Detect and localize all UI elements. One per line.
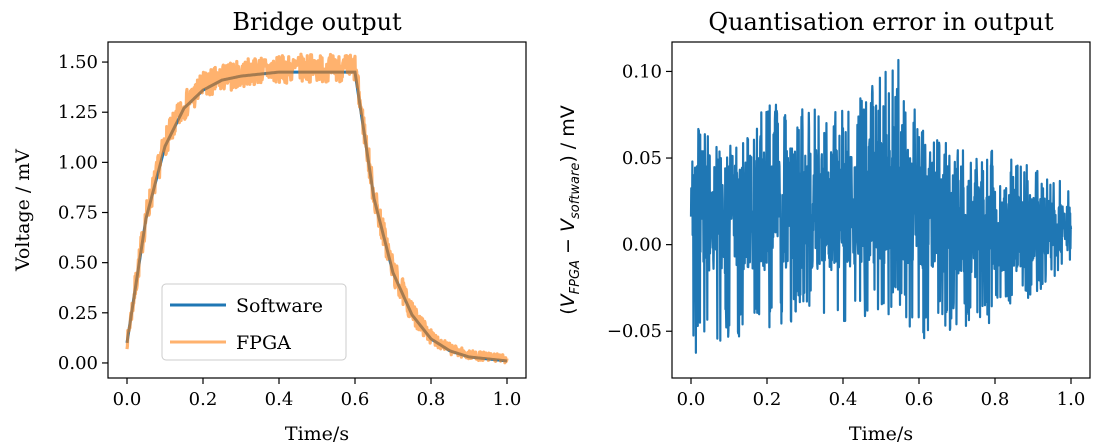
right-y-ticks: −0.05 0.00 0.05 0.10 bbox=[607, 61, 672, 342]
left-x-tick-label: 1.0 bbox=[493, 389, 522, 410]
right-y-tick-label: 0.10 bbox=[622, 61, 662, 82]
legend: Software FPGA bbox=[161, 283, 347, 361]
right-x-ticks: 0.0 0.2 0.4 0.6 0.8 1.0 bbox=[677, 378, 1086, 410]
right-title: Quantisation error in output bbox=[708, 8, 1054, 36]
left-x-tick-label: 0.2 bbox=[189, 389, 218, 410]
left-x-tick-label: 0.8 bbox=[417, 389, 446, 410]
left-title: Bridge output bbox=[232, 8, 402, 36]
right-x-axis-label: Time/s bbox=[849, 423, 913, 445]
right-series-group bbox=[689, 58, 1073, 354]
right-x-tick-label: 0.6 bbox=[905, 389, 934, 410]
left-y-tick-label: 1.00 bbox=[58, 152, 98, 173]
series-line-error bbox=[689, 58, 1073, 354]
left-y-tick-label: 1.50 bbox=[58, 52, 98, 73]
left-y-axis-label: Voltage / mV bbox=[12, 149, 34, 272]
right-x-tick-label: 0.2 bbox=[753, 389, 782, 410]
right-y-tick-label: −0.05 bbox=[607, 321, 662, 342]
left-x-tick-label: 0.4 bbox=[265, 389, 294, 410]
right-x-tick-label: 0.8 bbox=[981, 389, 1010, 410]
chart-left: Bridge output 0.0 0.2 0.4 0.6 0.8 1.0 0.00 0.2… bbox=[12, 8, 527, 445]
right-y-axis-label: (VFPGA − Vsoftware) / mV bbox=[557, 105, 583, 314]
left-x-tick-label: 0.0 bbox=[113, 389, 142, 410]
right-x-tick-label: 0.0 bbox=[677, 389, 706, 410]
left-y-ticks: 0.00 0.25 0.50 0.75 1.00 1.25 1.50 bbox=[58, 52, 108, 374]
left-y-tick-label: 0.75 bbox=[58, 203, 98, 224]
series-line-fpga bbox=[125, 52, 509, 365]
left-y-tick-label: 0.00 bbox=[58, 353, 98, 374]
right-x-tick-label: 0.4 bbox=[829, 389, 858, 410]
legend-label-fpga: FPGA bbox=[236, 332, 291, 354]
left-plot-frame bbox=[107, 41, 527, 379]
left-y-tick-label: 1.25 bbox=[58, 102, 98, 123]
right-y-tick-label: 0.05 bbox=[622, 148, 662, 169]
right-plot-frame bbox=[671, 41, 1091, 379]
right-y-tick-label: 0.00 bbox=[622, 235, 662, 256]
left-y-tick-label: 0.25 bbox=[58, 303, 98, 324]
left-y-tick-label: 0.50 bbox=[58, 253, 98, 274]
legend-label-software: Software bbox=[236, 295, 323, 317]
left-x-ticks: 0.0 0.2 0.4 0.6 0.8 1.0 bbox=[113, 378, 522, 410]
left-series-group bbox=[125, 52, 509, 365]
left-x-tick-label: 0.6 bbox=[341, 389, 370, 410]
chart-right: Quantisation error in output 0.0 0.2 0.4 0.… bbox=[557, 8, 1091, 445]
right-x-tick-label: 1.0 bbox=[1057, 389, 1086, 410]
left-x-axis-label: Time/s bbox=[285, 423, 349, 445]
